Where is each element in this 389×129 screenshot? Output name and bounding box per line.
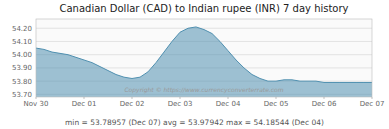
x-tick-label: Dec 06 — [312, 100, 337, 108]
plot-frame — [36, 19, 372, 97]
x-tick — [132, 97, 133, 99]
chart: Canadian Dollar (CAD) to Indian rupee (I… — [0, 0, 389, 129]
title: Canadian Dollar (CAD) to Indian rupee (I… — [59, 3, 348, 14]
line — [36, 27, 372, 83]
y-tick-label: 53.80 — [12, 78, 32, 86]
x-tick-label: Dec 03 — [168, 100, 193, 108]
x-tick — [228, 97, 229, 99]
y-tick-label: 54.00 — [12, 51, 32, 59]
x-tick-label: Nov 30 — [24, 100, 49, 108]
x-tick — [372, 97, 373, 99]
y-tick-label: 54.20 — [12, 25, 32, 33]
plot-marks — [36, 27, 372, 97]
footer: min = 53.78957 (Dec 07) avg = 53.97942 m… — [65, 118, 324, 127]
copyright: Copyright © https://www.currencyconverte… — [124, 86, 283, 94]
x-tick-label: Dec 07 — [360, 100, 385, 108]
y-tick-label: 53.90 — [12, 64, 32, 72]
grid-line — [36, 28, 372, 29]
x-tick — [84, 97, 85, 99]
x-tick — [180, 97, 181, 99]
x-tick-label: Dec 04 — [216, 100, 241, 108]
x-tick-label: Dec 05 — [264, 100, 289, 108]
y-tick-label: 54.10 — [12, 38, 32, 46]
x-tick — [36, 97, 37, 99]
x-tick-label: Dec 01 — [72, 100, 97, 108]
x-tick-label: Dec 02 — [120, 100, 145, 108]
x-tick — [324, 97, 325, 99]
y-tick-label: 53.70 — [12, 91, 32, 99]
x-tick — [276, 97, 277, 99]
plot-area — [36, 19, 372, 97]
area — [36, 27, 372, 97]
